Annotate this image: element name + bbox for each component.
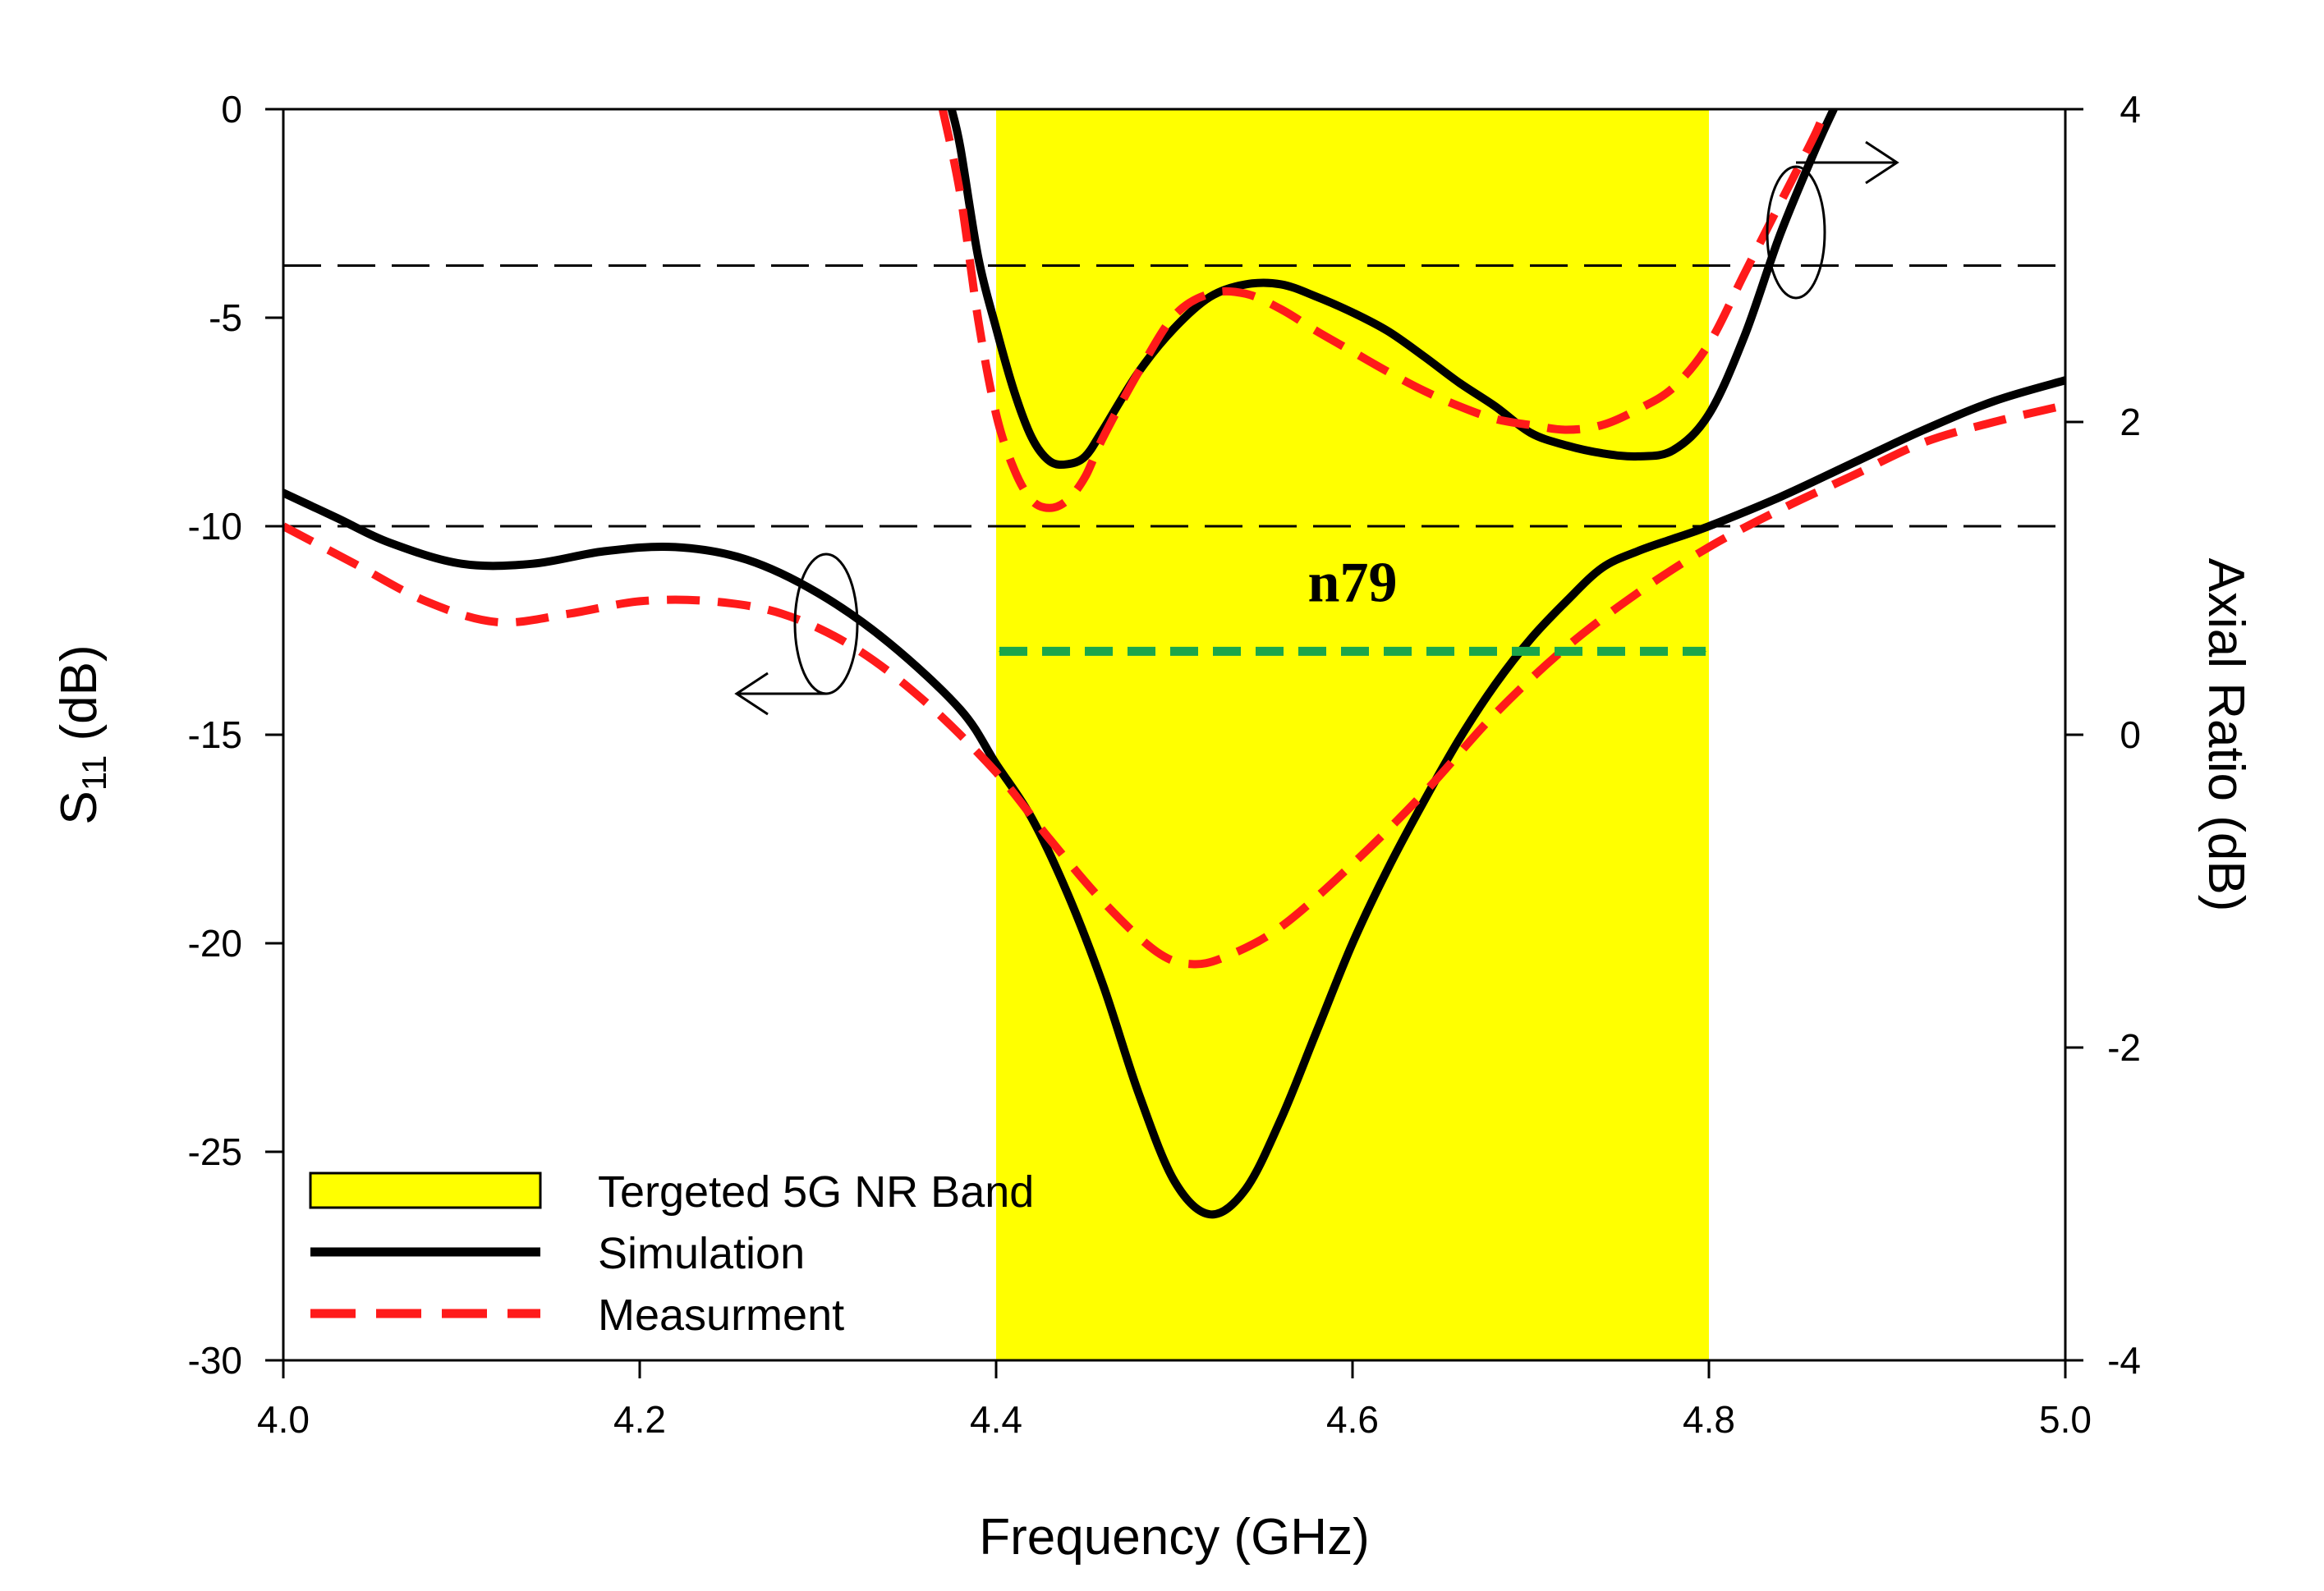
legend: Tergeted 5G NR Band Simulation Measurmen… — [309, 1167, 1034, 1340]
left-y-tick-label: 0 — [221, 88, 242, 131]
x-tick-label: 5.0 — [2039, 1398, 2092, 1441]
legend-band-label: Tergeted 5G NR Band — [598, 1167, 1034, 1217]
x-tick-label: 4.2 — [613, 1398, 666, 1441]
x-tick-label: 4.6 — [1326, 1398, 1379, 1441]
right-y-tick-label: 2 — [2120, 401, 2141, 443]
x-tick-label: 4.4 — [970, 1398, 1022, 1441]
left-y-tick-label: -10 — [188, 505, 242, 548]
right-y-tick-label: 0 — [2120, 713, 2141, 756]
targeted-band-area — [996, 109, 1709, 1360]
legend-measurement-label: Measurment — [598, 1291, 844, 1340]
x-axis-title: Frequency (GHz) — [979, 1509, 1369, 1566]
x-axis-ticks: 4.0 4.2 4.4 4.6 4.8 5.0 — [257, 1360, 2092, 1441]
left-y-tick-label: -5 — [209, 296, 242, 339]
left-y-axis-title-sub: 11 — [75, 755, 113, 791]
left-y-tick-label: -25 — [188, 1130, 242, 1173]
right-y-tick-label: 4 — [2120, 88, 2141, 131]
left-y-tick-label: -15 — [188, 713, 242, 756]
left-y-axis-ticks: 0 -5 -10 -15 -20 -25 -30 — [188, 88, 283, 1382]
measurement-axial-ratio-line — [939, 109, 1829, 512]
left-y-tick-label: -20 — [188, 922, 242, 965]
legend-simulation-label: Simulation — [598, 1229, 805, 1278]
band-label: n79 — [1308, 551, 1398, 614]
x-tick-label: 4.8 — [1683, 1398, 1735, 1441]
simulation-axial-ratio-line — [947, 109, 1838, 470]
right-axis-arrow-icon — [1796, 140, 1899, 185]
left-y-tick-label: -30 — [188, 1339, 242, 1382]
left-axis-indicator-ellipse — [793, 552, 859, 695]
right-y-tick-label: -2 — [2107, 1026, 2141, 1069]
right-y-axis-title: Axial Ratio (dB) — [2198, 558, 2254, 912]
simulation-s11-line — [283, 376, 2065, 1219]
left-y-axis-title-unit: (dB) — [51, 644, 108, 754]
left-y-axis-title: S11 (dB) — [51, 644, 113, 824]
right-y-tick-label: -4 — [2107, 1339, 2141, 1382]
right-axis-indicator-ellipse — [1766, 165, 1826, 300]
x-tick-label: 4.0 — [257, 1398, 310, 1441]
left-y-axis-title-main: S — [51, 791, 108, 824]
left-axis-arrow-icon — [734, 672, 826, 716]
legend-band-swatch — [309, 1171, 542, 1209]
right-y-axis-ticks: 4 2 0 -2 -4 — [2065, 88, 2141, 1382]
